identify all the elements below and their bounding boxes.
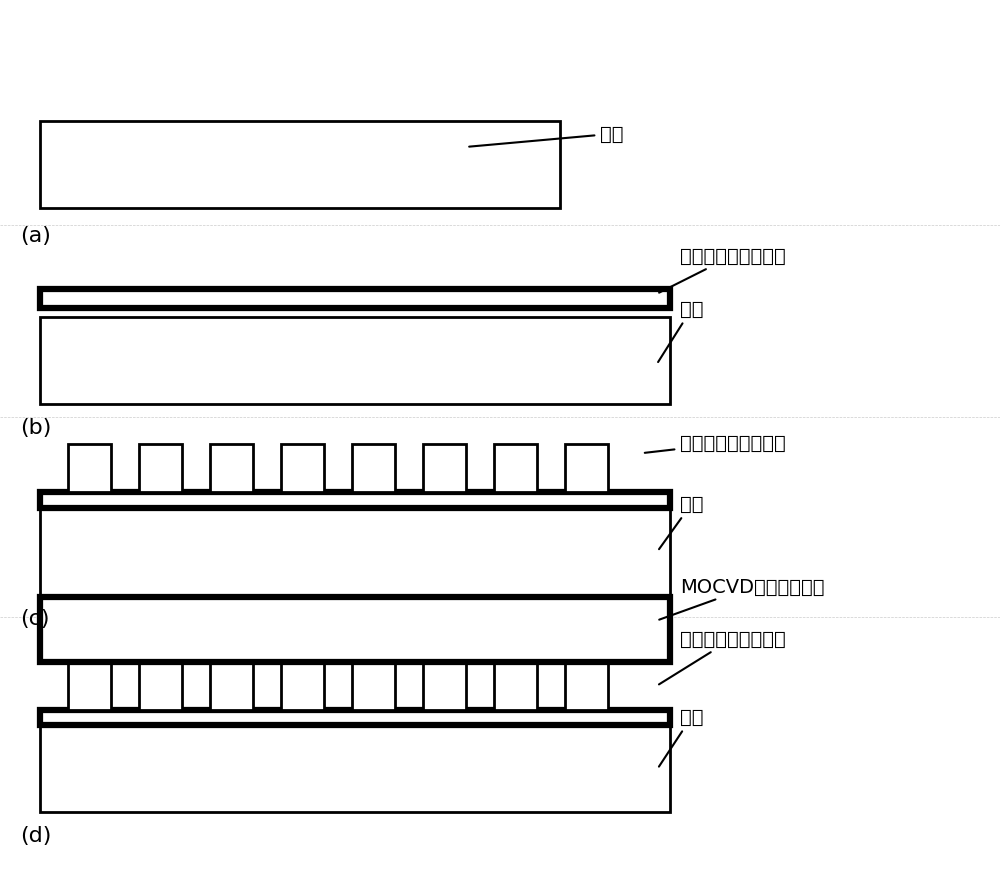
Text: 磁控溅射生长成核层: 磁控溅射生长成核层: [645, 434, 786, 454]
Bar: [40, 289, 670, 308]
Bar: [494, 445, 537, 493]
Bar: [40, 508, 670, 595]
Bar: [494, 662, 537, 710]
Bar: [423, 662, 466, 710]
Text: 杳底: 杳底: [659, 707, 704, 766]
Bar: [139, 662, 182, 710]
Bar: [40, 122, 560, 209]
Bar: [40, 726, 670, 813]
Text: MOCVD继续外延结构: MOCVD继续外延结构: [659, 577, 824, 620]
Bar: [40, 597, 670, 662]
Bar: [40, 493, 670, 508]
Text: 磁控溅射生长成核层: 磁控溅射生长成核层: [659, 247, 786, 294]
Bar: [68, 445, 111, 493]
Text: 杳底: 杳底: [469, 125, 624, 148]
Bar: [352, 445, 395, 493]
Bar: [281, 445, 324, 493]
Text: (b): (b): [20, 417, 51, 437]
Text: (c): (c): [20, 608, 50, 628]
Bar: [210, 445, 253, 493]
Bar: [423, 445, 466, 493]
Text: (a): (a): [20, 226, 51, 246]
Text: 磁控溅射生长成核层: 磁控溅射生长成核层: [659, 629, 786, 685]
Bar: [565, 445, 608, 493]
Text: (d): (d): [20, 826, 51, 846]
Bar: [565, 662, 608, 710]
Bar: [68, 662, 111, 710]
Text: 杳底: 杳底: [659, 494, 704, 549]
Bar: [40, 710, 670, 726]
Bar: [281, 662, 324, 710]
Bar: [210, 662, 253, 710]
Bar: [40, 317, 670, 404]
Bar: [139, 445, 182, 493]
Text: 杳底: 杳底: [658, 300, 704, 362]
Bar: [352, 662, 395, 710]
